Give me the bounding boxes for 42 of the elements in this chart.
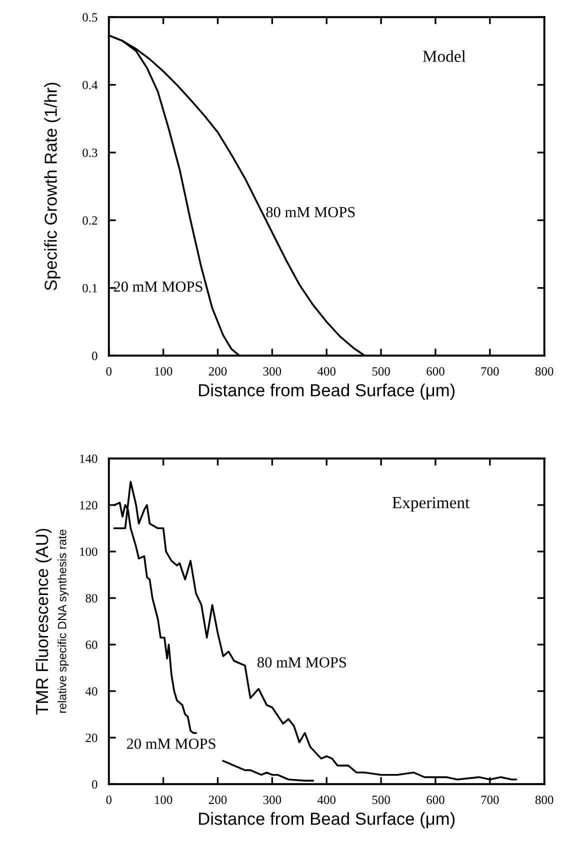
series-label: 80 mM MOPS <box>266 206 355 218</box>
y-tick-label: 20 <box>86 734 98 742</box>
x-tick-label: 400 <box>317 367 336 376</box>
annotation: Experiment <box>392 497 470 512</box>
x-tick-label: 500 <box>372 796 390 804</box>
y-tick-label: 40 <box>86 687 98 696</box>
x-tick-label: 400 <box>317 796 336 804</box>
x-axis-title: Distance from Bead Surface (μm) <box>199 812 455 828</box>
x-tick-label: 0 <box>106 367 112 376</box>
y-tick-label: 120 <box>80 501 98 510</box>
y-axis-title: Specific Growth Rate (1/hr) <box>44 82 60 290</box>
annotation: Model <box>422 50 466 62</box>
y-tick-label: 0 <box>92 780 98 789</box>
x-tick-label: 0 <box>106 796 112 804</box>
y-tick-label: 60 <box>86 640 98 650</box>
x-tick-label: 300 <box>263 796 282 804</box>
y-tick-label: 0.4 <box>82 80 98 90</box>
y-tick-label: 140 <box>80 454 98 463</box>
y-tick-label: 0.3 <box>82 148 98 158</box>
series-label: 20 mM MOPS <box>114 281 202 292</box>
x-tick-label: 700 <box>481 796 499 804</box>
y-tick-label: 100 <box>80 548 98 556</box>
y-tick-label: 0.1 <box>82 284 98 292</box>
x-tick-label: 200 <box>208 796 227 804</box>
x-axis-title: Distance from Bead Surface (μm) <box>199 384 455 400</box>
y-tick-label: 0.2 <box>82 216 98 225</box>
series-label: 80 mM MOPS <box>258 657 346 668</box>
x-tick-label: 300 <box>263 367 282 376</box>
x-tick-label: 200 <box>208 367 227 376</box>
x-tick-label: 800 <box>535 796 554 804</box>
x-tick-label: 700 <box>481 367 499 376</box>
x-tick-label: 500 <box>372 367 390 376</box>
y-tick-label: 0 <box>92 352 98 360</box>
y-tick-label: 80 <box>86 594 98 603</box>
x-tick-label: 100 <box>155 367 172 376</box>
y-tick-label: 0.5 <box>82 13 98 22</box>
x-tick-label: 800 <box>535 367 554 376</box>
x-tick-label: 100 <box>155 796 172 804</box>
y-axis-title: TMR Fluorescence (AU) relative specific DNA synthesis rate <box>35 528 69 715</box>
series-label: 20 mM MOPS <box>126 738 216 749</box>
x-tick-label: 600 <box>426 796 444 804</box>
x-tick-label: 600 <box>426 367 444 376</box>
